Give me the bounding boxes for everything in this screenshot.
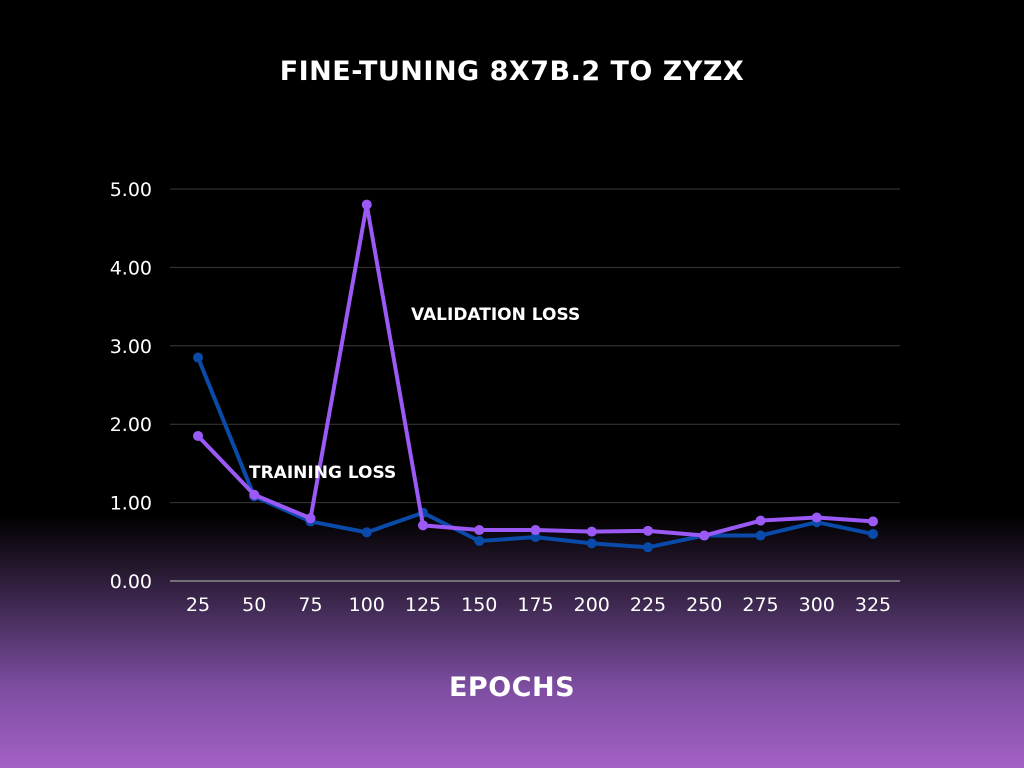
data-point (586, 526, 597, 537)
series-lines (193, 199, 878, 553)
y-tick-label: 4.00 (110, 257, 152, 279)
y-tick-label: 3.00 (110, 336, 152, 358)
x-tick-label: 275 (742, 594, 778, 616)
grid-lines (170, 188, 900, 582)
data-point (755, 515, 766, 526)
x-tick-label: 225 (630, 594, 666, 616)
data-point (868, 528, 878, 539)
training-loss-label: TRAINING LOSS (249, 463, 396, 483)
y-tick-label: 1.00 (110, 493, 152, 515)
x-tick-label: 150 (461, 594, 497, 616)
x-tick-label: 75 (298, 594, 322, 616)
chart-title: FINE-TUNING 8X7B.2 TO ZYZX (279, 56, 745, 87)
x-tick-label: 325 (855, 594, 891, 616)
data-point (193, 352, 203, 363)
x-tick-label: 300 (799, 594, 835, 616)
data-point (643, 525, 653, 536)
data-point (699, 530, 710, 541)
series-line (196, 202, 875, 538)
data-point (868, 516, 878, 527)
data-point (418, 520, 428, 531)
x-tick-label: 25 (186, 594, 210, 616)
data-point (361, 199, 372, 210)
data-point (530, 525, 541, 536)
y-tick-label: 5.00 (110, 179, 152, 201)
data-point (474, 525, 485, 536)
series-validation-loss (193, 199, 878, 541)
y-tick-label: 2.00 (110, 414, 152, 436)
data-point (643, 542, 653, 553)
x-tick-label: 175 (517, 594, 553, 616)
x-tick-label: 125 (405, 594, 441, 616)
x-tick-label: 200 (574, 594, 610, 616)
validation-loss-label: VALIDATION LOSS (411, 305, 580, 325)
data-point (755, 530, 766, 541)
series-training-loss (193, 352, 878, 553)
x-tick-label: 50 (242, 594, 266, 616)
x-tick-label: 100 (349, 594, 385, 616)
x-tick-label: 250 (686, 594, 722, 616)
y-tick-label: 0.00 (110, 571, 152, 593)
series-annotations: TRAINING LOSS VALIDATION LOSS (249, 305, 580, 483)
data-point (249, 489, 260, 500)
data-point (530, 532, 541, 543)
x-axis-ticks: 25 50 75 100 125 150 175 200 225 250 275 300 325 (186, 594, 891, 616)
data-point (586, 538, 597, 549)
data-point (193, 430, 203, 441)
data-point (474, 536, 485, 547)
y-axis-ticks: 0.00 1.00 2.00 3.00 4.00 5.00 (110, 179, 152, 593)
data-point (361, 527, 372, 538)
x-axis-title: EPOCHS (448, 672, 576, 703)
data-point (305, 513, 316, 524)
data-point (811, 512, 822, 523)
